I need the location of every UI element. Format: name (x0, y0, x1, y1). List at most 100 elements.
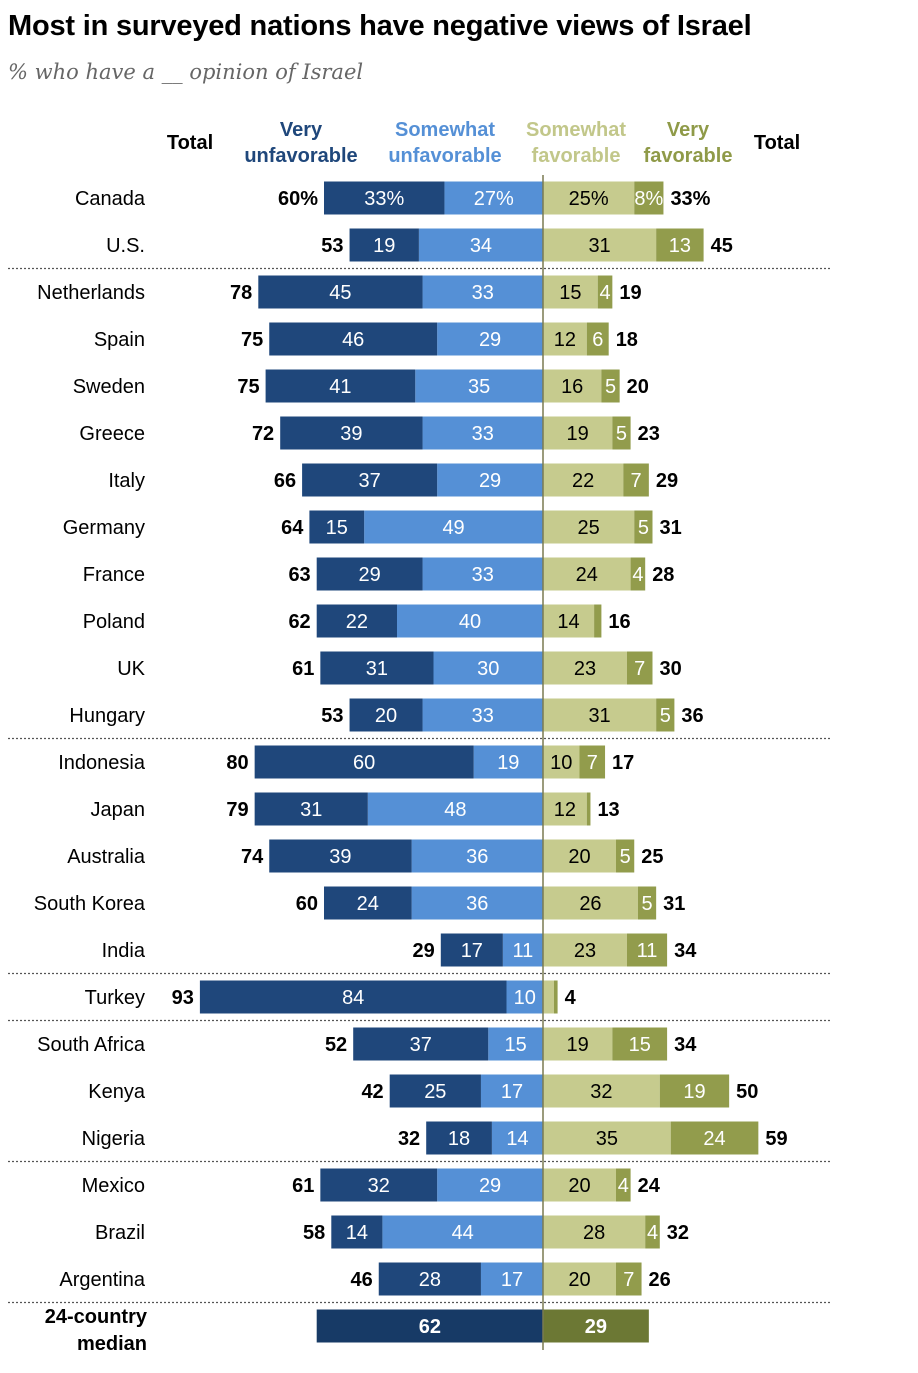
total-favorable-label: 23 (638, 423, 660, 445)
total-unfavorable-label: 79 (226, 799, 248, 821)
country-label: Spain (94, 329, 145, 351)
header-somewhat-favorable: Somewhat favorable (514, 117, 638, 169)
bar-very-favorable (634, 181, 664, 215)
total-unfavorable-label: 63 (288, 564, 310, 586)
bar-very-unfavorable (199, 980, 507, 1014)
header-total-favorable: Total (753, 132, 801, 154)
bar-very-favorable-label: 24 (703, 1128, 725, 1150)
bar-somewhat-unfavorable (367, 792, 543, 826)
bar-somewhat-unfavorable-label: 33 (472, 282, 494, 304)
bar-very-unfavorable-label: 22 (346, 611, 368, 633)
header-line: Somewhat (525, 119, 627, 141)
bar-very-favorable (616, 839, 635, 873)
total-unfavorable-label: 72 (252, 423, 274, 445)
bar-very-favorable (656, 228, 704, 262)
bar-very-favorable (553, 980, 558, 1014)
total-unfavorable-label: 52 (325, 1034, 347, 1056)
total-favorable-label: 36 (681, 705, 703, 727)
header-total-unfavorable: Total (166, 132, 214, 154)
bar-somewhat-unfavorable-label: 17 (501, 1081, 523, 1103)
total-favorable-label: 32 (667, 1222, 689, 1244)
bar-very-favorable-label: 8% (634, 188, 663, 210)
total-unfavorable-label: 53 (321, 235, 343, 257)
bar-somewhat-favorable (543, 1074, 660, 1108)
bar-very-favorable-label: 13 (669, 235, 691, 257)
country-label: Indonesia (58, 752, 146, 774)
bar-very-unfavorable-label: 39 (329, 846, 351, 868)
total-favorable-label: 26 (649, 1269, 671, 1291)
total-favorable-label: 30 (660, 658, 682, 680)
bar-very-favorable (659, 1074, 730, 1108)
bar-very-favorable-label: 5 (641, 893, 652, 915)
bar-very-unfavorable (353, 1027, 489, 1061)
bar-very-favorable (670, 1121, 759, 1155)
bar-very-favorable (586, 322, 609, 356)
bar-very-favorable (612, 416, 631, 450)
country-label: UK (117, 658, 145, 680)
bar-very-unfavorable-label: 84 (342, 987, 364, 1009)
country-label: Argentina (59, 1269, 145, 1291)
bar-very-unfavorable-label: 45 (329, 282, 351, 304)
bar-somewhat-favorable-label: 16 (561, 376, 583, 398)
bar-very-unfavorable-label: 37 (359, 470, 381, 492)
country-label: Mexico (82, 1175, 145, 1197)
bar-very-unfavorable (280, 416, 423, 450)
bar-somewhat-unfavorable-label: 29 (479, 1175, 501, 1197)
bar-very-unfavorable-label: 39 (340, 423, 362, 445)
header-line: favorable (643, 145, 733, 167)
total-favorable-label: 4 (565, 987, 577, 1009)
bar-very-unfavorable-label: 32 (368, 1175, 390, 1197)
bar-somewhat-unfavorable (433, 651, 543, 685)
bar-somewhat-unfavorable-label: 19 (497, 752, 519, 774)
bar-very-unfavorable-label: 60 (353, 752, 375, 774)
bar-somewhat-unfavorable (437, 322, 543, 356)
country-label: Turkey (85, 987, 145, 1009)
chart-title: Most in surveyed nations have negative v… (8, 10, 752, 42)
total-favorable-label: 31 (663, 893, 685, 915)
bar-somewhat-favorable (543, 604, 595, 638)
total-unfavorable-label: 74 (241, 846, 264, 868)
median-label: 24-country (45, 1306, 148, 1328)
country-label: Italy (108, 470, 145, 492)
bar-very-unfavorable-label: 20 (375, 705, 397, 727)
bar-very-unfavorable (389, 1074, 481, 1108)
bar-somewhat-favorable (543, 416, 613, 450)
bar-somewhat-unfavorable-label: 29 (479, 329, 501, 351)
bar-somewhat-favorable (543, 792, 587, 826)
bar-somewhat-unfavorable-label: 29 (479, 470, 501, 492)
country-label: Sweden (73, 376, 145, 398)
bar-very-unfavorable-label: 31 (366, 658, 388, 680)
bar-somewhat-favorable-label: 19 (567, 423, 589, 445)
bar-somewhat-favorable (543, 369, 602, 403)
total-unfavorable-label: 42 (361, 1081, 383, 1103)
bar-somewhat-unfavorable-label: 15 (505, 1034, 527, 1056)
bar-very-unfavorable (320, 1168, 438, 1202)
total-unfavorable-label: 60 (296, 893, 318, 915)
country-label: Japan (91, 799, 146, 821)
bar-very-favorable-label: 7 (587, 752, 598, 774)
bar-very-unfavorable-label: 31 (300, 799, 322, 821)
bar-somewhat-unfavorable-label: 33 (472, 423, 494, 445)
bar-very-unfavorable (302, 463, 438, 497)
bar-somewhat-unfavorable (411, 886, 543, 920)
bar-very-unfavorable (349, 698, 423, 732)
bar-somewhat-favorable-label: 14 (557, 611, 579, 633)
bar-somewhat-unfavorable (418, 228, 543, 262)
median-label: median (77, 1333, 147, 1355)
total-unfavorable-label: 60% (278, 188, 318, 210)
header-very-unfavorable: Very unfavorable (236, 117, 366, 169)
bar-somewhat-unfavorable-label: 30 (477, 658, 499, 680)
total-favorable-label: 50 (736, 1081, 758, 1103)
bar-very-unfavorable-label: 33% (364, 188, 404, 210)
bar-very-unfavorable-label: 46 (342, 329, 364, 351)
bar-very-favorable (630, 557, 646, 591)
total-unfavorable-label: 75 (241, 329, 263, 351)
bar-somewhat-unfavorable-label: 35 (468, 376, 490, 398)
bar-somewhat-unfavorable-label: 10 (514, 987, 536, 1009)
total-favorable-label: 24 (638, 1175, 661, 1197)
bar-somewhat-unfavorable (473, 745, 543, 779)
bar-very-favorable-label: 4 (599, 282, 610, 304)
bar-very-unfavorable (440, 933, 503, 967)
bar-somewhat-favorable-label: 31 (588, 705, 610, 727)
